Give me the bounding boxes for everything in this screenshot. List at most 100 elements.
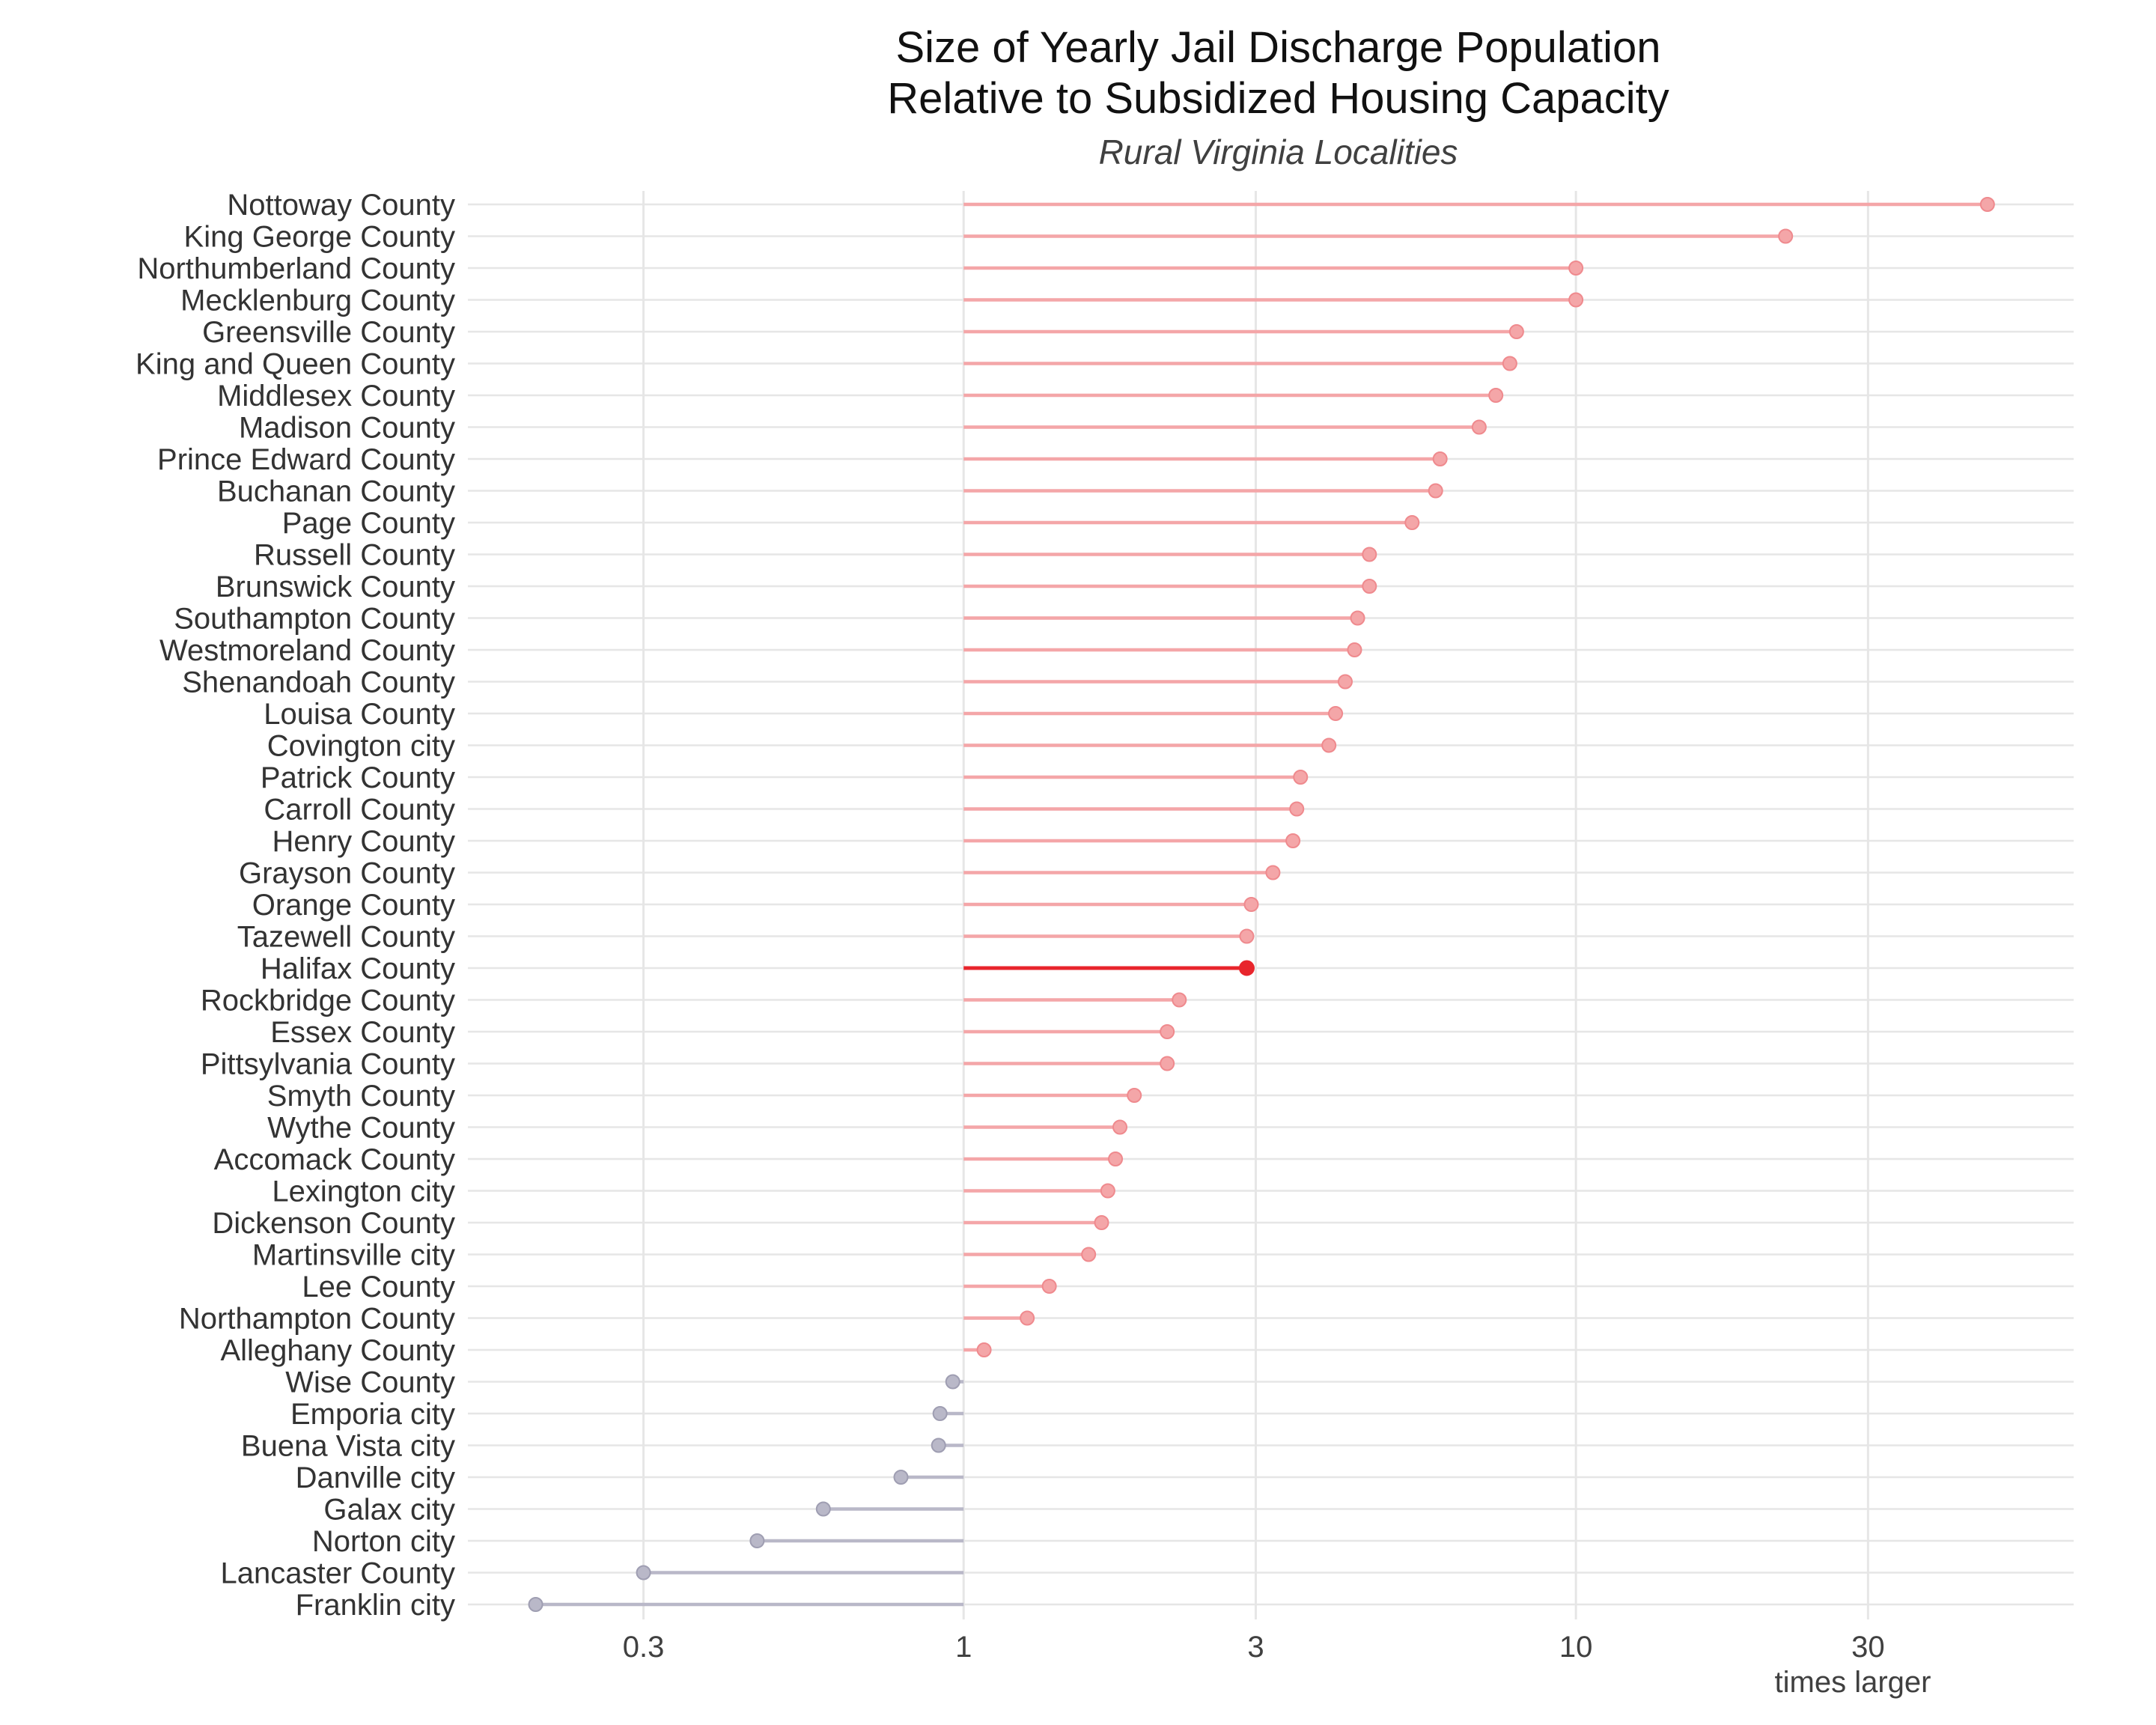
y-axis-label: Northampton County — [179, 1303, 455, 1336]
lollipop-dot — [1428, 483, 1443, 499]
y-axis-label: Middlesex County — [217, 380, 455, 413]
x-axis-tick-label: 30 — [1851, 1631, 1885, 1664]
y-axis-label: King George County — [184, 221, 455, 254]
x-axis-tick-label: 10 — [1559, 1631, 1593, 1664]
lollipop-dot — [1127, 1088, 1142, 1103]
x-axis-title: times larger — [1775, 1666, 1931, 1699]
grid-lines — [468, 191, 2074, 1619]
y-axis-label: Louisa County — [264, 698, 455, 731]
lollipop-dot — [1488, 388, 1504, 403]
y-axis-label: Dickenson County — [212, 1207, 455, 1240]
y-axis-label: Shenandoah County — [182, 666, 455, 699]
lollipop-dots — [528, 197, 1995, 1612]
lollipop-dot — [1112, 1119, 1128, 1135]
lollipop-dot — [1321, 737, 1337, 753]
lollipop-dot — [1160, 1056, 1175, 1071]
lollipop-dot — [945, 1374, 960, 1390]
x-axis-tick-label: 3 — [1247, 1631, 1264, 1664]
y-axis-label: Madison County — [239, 412, 455, 445]
y-axis-label: Martinsville city — [252, 1239, 455, 1272]
y-axis-label: Alleghany County — [220, 1334, 455, 1367]
lollipop-dot — [1337, 674, 1353, 690]
lollipop-dot — [1328, 706, 1344, 721]
lollipop-dot — [1041, 1279, 1057, 1294]
y-axis-label: Norton city — [312, 1525, 455, 1558]
y-axis-label: Rockbridge County — [201, 985, 455, 1017]
y-axis-label: Nottoway County — [227, 189, 455, 222]
y-axis-label: Buchanan County — [217, 475, 455, 508]
y-axis-label: Galax city — [323, 1494, 455, 1527]
lollipop-dot — [1243, 897, 1259, 912]
lollipop-dot — [1404, 515, 1420, 530]
lollipop-dot — [932, 1406, 948, 1421]
x-axis-tick-label: 1 — [955, 1631, 972, 1664]
lollipop-dot — [1350, 610, 1365, 626]
x-axis-tick-label: 0.3 — [623, 1631, 665, 1664]
lollipop-dot — [749, 1533, 765, 1548]
lollipop-dot — [1502, 356, 1517, 371]
lollipop-dot — [1172, 992, 1187, 1008]
lollipop-dot — [1568, 292, 1584, 308]
y-axis-label: Northumberland County — [137, 252, 455, 285]
y-axis-label: Covington city — [267, 730, 455, 763]
lollipop-dot — [1362, 547, 1377, 562]
y-axis-label: Danville city — [296, 1461, 455, 1494]
lollipop-dot — [1285, 833, 1301, 848]
y-axis-label: Accomack County — [214, 1143, 455, 1176]
lollipop-dot — [1979, 197, 1995, 212]
lollipop-dot — [1432, 451, 1448, 466]
y-axis-label: Emporia city — [290, 1398, 455, 1431]
lollipop-dot — [1108, 1151, 1124, 1166]
lollipop-dot — [636, 1565, 651, 1581]
chart-title-line-2: Relative to Subsidized Housing Capacity — [887, 74, 1669, 123]
lollipop-dot — [815, 1501, 831, 1517]
y-axis-label: Henry County — [272, 825, 455, 858]
lollipop-dot — [1289, 801, 1305, 817]
lollipop-dot — [1508, 324, 1524, 339]
y-axis-label: Halifax County — [261, 952, 455, 985]
x-axis-tick-labels: 0.3 1 3 10 30 — [623, 1631, 1885, 1664]
lollipop-dot — [1568, 261, 1584, 276]
lollipop-dot — [1239, 928, 1255, 944]
y-axis-label: Greensville County — [202, 316, 455, 349]
lollipop-dot — [1778, 228, 1794, 244]
lollipop-dot — [1362, 579, 1377, 594]
y-axis-label: Mecklenburg County — [180, 285, 455, 317]
y-axis-label: Patrick County — [261, 761, 455, 794]
chart-title-line-1: Size of Yearly Jail Discharge Population — [895, 23, 1661, 72]
y-axis-label: Prince Edward County — [157, 443, 455, 476]
y-axis-label: Tazewell County — [237, 921, 455, 954]
lollipop-dot — [893, 1470, 909, 1485]
y-axis-label: Wise County — [285, 1366, 455, 1399]
lollipop-dot — [1293, 770, 1309, 785]
lollipop-dot — [1238, 960, 1255, 976]
y-axis-label: Russell County — [254, 539, 455, 572]
y-axis-label: Wythe County — [267, 1112, 455, 1145]
lollipop-dot — [1265, 865, 1281, 880]
y-axis-label: Grayson County — [239, 857, 455, 890]
y-axis-label: Smyth County — [267, 1080, 455, 1113]
lollipop-dot — [528, 1597, 543, 1612]
lollipop-stems — [535, 202, 1988, 1607]
y-axis-label: Pittsylvania County — [201, 1048, 455, 1081]
y-axis-label: Orange County — [252, 889, 455, 922]
lollipop-dot — [1471, 419, 1487, 435]
y-axis-label: Page County — [282, 507, 455, 540]
y-axis-label: King and Queen County — [135, 348, 455, 381]
y-axis-label: Essex County — [270, 1016, 455, 1049]
y-axis-label: Lexington city — [272, 1175, 455, 1208]
lollipop-dot — [931, 1438, 946, 1453]
chart-subtitle: Rural Virginia Localities — [1098, 133, 1458, 171]
lollipop-dot — [1081, 1247, 1097, 1262]
y-axis-label: Brunswick County — [216, 571, 455, 603]
y-axis-label: Lee County — [302, 1271, 455, 1303]
lollipop-dot — [1020, 1310, 1035, 1326]
lollipop-dot — [1100, 1183, 1115, 1199]
y-axis-label: Lancaster County — [220, 1557, 455, 1590]
lollipop-dot — [1160, 1024, 1175, 1039]
y-axis-label: Buena Vista city — [241, 1430, 455, 1463]
y-axis-label: Carroll County — [264, 794, 455, 827]
